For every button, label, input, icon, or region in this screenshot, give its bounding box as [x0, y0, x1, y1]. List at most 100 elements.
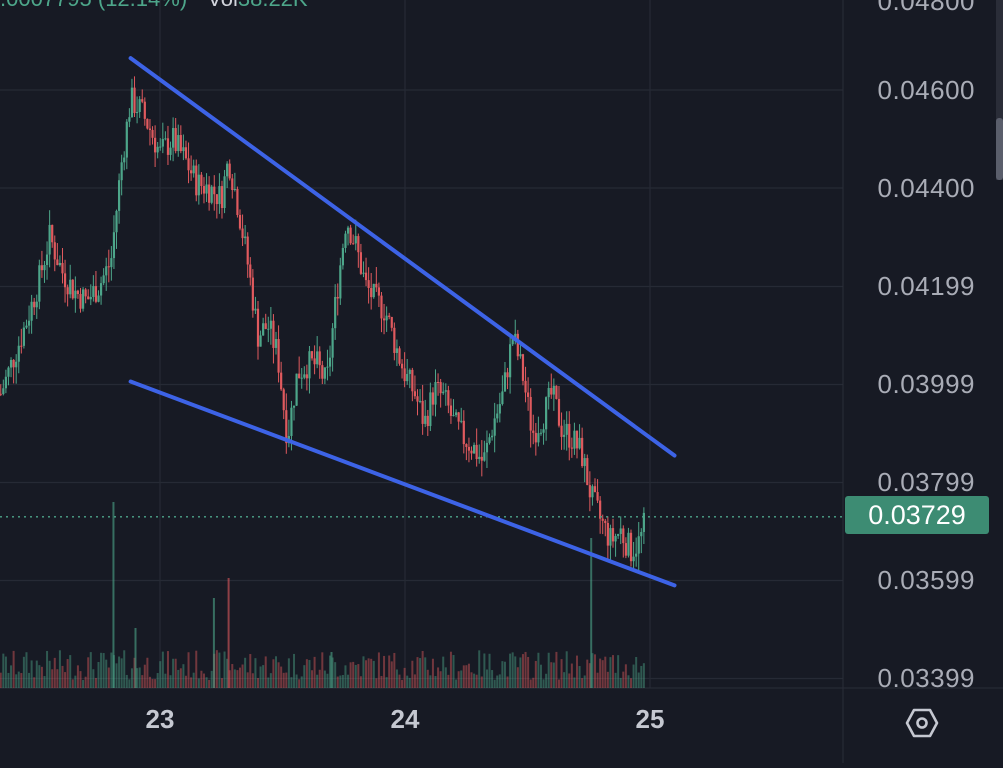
volume-bar: [316, 674, 319, 688]
candle-body: [624, 543, 627, 556]
legend-vol-label: Vol: [207, 0, 238, 11]
volume-bar: [573, 677, 576, 688]
candle-body: [606, 522, 609, 546]
candle-body: [208, 184, 211, 203]
candle-body: [213, 186, 216, 195]
volume-bar: [318, 669, 321, 688]
candle-body: [457, 412, 460, 422]
candle-body: [516, 333, 519, 357]
candle-body: [550, 387, 553, 395]
hexagon-gear-icon[interactable]: [904, 705, 940, 741]
volume-bar: [483, 653, 486, 688]
candle-body: [454, 412, 458, 416]
price-scale-scroll-thumb[interactable]: [996, 118, 1003, 180]
volume-bar: [609, 657, 612, 688]
candle-body: [107, 266, 110, 268]
candle-body: [472, 444, 476, 454]
volume-bar: [311, 670, 314, 688]
volume-bar: [35, 660, 38, 688]
price-label-5: 0.03599: [877, 565, 975, 595]
candle-body: [573, 430, 576, 449]
candle-body: [498, 404, 501, 414]
candle-body: [555, 385, 558, 399]
candle-body: [375, 283, 378, 288]
candle-body: [578, 437, 581, 449]
volume-bar: [58, 650, 61, 688]
candle-body: [493, 418, 496, 436]
volume-bar: [238, 667, 241, 688]
volume-bar: [43, 676, 46, 688]
price-scale-scrollbar[interactable]: [996, 0, 1003, 180]
candle-body: [79, 294, 82, 309]
volume-bar: [161, 651, 164, 688]
volume-bar: [326, 673, 329, 688]
volume-bar: [76, 665, 79, 688]
volume-bar: [148, 676, 151, 688]
candle-body: [393, 327, 396, 353]
candle-body: [377, 287, 381, 296]
candle-body: [568, 423, 571, 448]
candle-body: [316, 351, 319, 365]
volume-bar: [498, 674, 501, 688]
candle-body: [164, 138, 167, 140]
volume-bar: [421, 650, 424, 688]
candle-body: [264, 323, 267, 329]
candle-body: [488, 437, 491, 443]
volume-bar: [280, 666, 283, 688]
candle-body: [15, 361, 18, 368]
volume-bar: [107, 667, 110, 688]
candle-body: [187, 158, 190, 171]
candle-body: [431, 392, 435, 405]
volume-bar: [244, 657, 247, 688]
volume-bar: [233, 669, 236, 688]
candle-body: [406, 373, 409, 382]
candle-body: [112, 232, 116, 259]
candle-body: [364, 272, 368, 281]
volume-bar: [537, 652, 540, 688]
volume-bar: [455, 679, 458, 688]
volume-bar: [496, 675, 499, 688]
candle-body: [238, 214, 242, 229]
candle-body: [236, 189, 239, 215]
volume-bar: [534, 660, 537, 688]
candle-body: [53, 242, 56, 260]
volume-bar: [642, 663, 645, 688]
volume-bar: [372, 660, 375, 688]
candle-body: [182, 147, 185, 152]
volume-bar: [223, 651, 226, 688]
candle-body: [388, 315, 391, 317]
volume-bar: [295, 674, 298, 688]
volume-bar: [46, 650, 49, 688]
volume-bar: [475, 674, 478, 688]
candle-body: [179, 135, 182, 152]
volume-bar: [501, 661, 504, 688]
volume-bar: [174, 658, 177, 688]
price-label-1: 0.04400: [877, 173, 975, 203]
candle-body: [33, 301, 36, 308]
candle-body: [256, 308, 260, 347]
volume-spike: [112, 502, 115, 688]
candle-body: [395, 348, 399, 353]
volume-bar: [218, 652, 221, 688]
volume-bar: [593, 654, 596, 688]
candle-body: [524, 380, 527, 393]
volume-bar: [246, 672, 249, 688]
candle-body: [25, 325, 28, 328]
volume-bar: [411, 660, 414, 688]
volume-bar: [514, 656, 517, 688]
volume-bar: [120, 658, 123, 688]
volume-bar: [596, 672, 599, 688]
candle-body: [105, 266, 108, 276]
candle-body: [382, 318, 386, 321]
price-label-4: 0.03799: [877, 467, 975, 497]
volume-bar: [272, 659, 275, 688]
volume-bar: [64, 672, 67, 688]
volume-bar: [581, 678, 584, 688]
candle-body: [45, 254, 49, 266]
volume-bar: [403, 667, 406, 688]
volume-bar: [172, 658, 175, 688]
candle-body: [89, 296, 92, 300]
volume-bar: [347, 674, 350, 688]
